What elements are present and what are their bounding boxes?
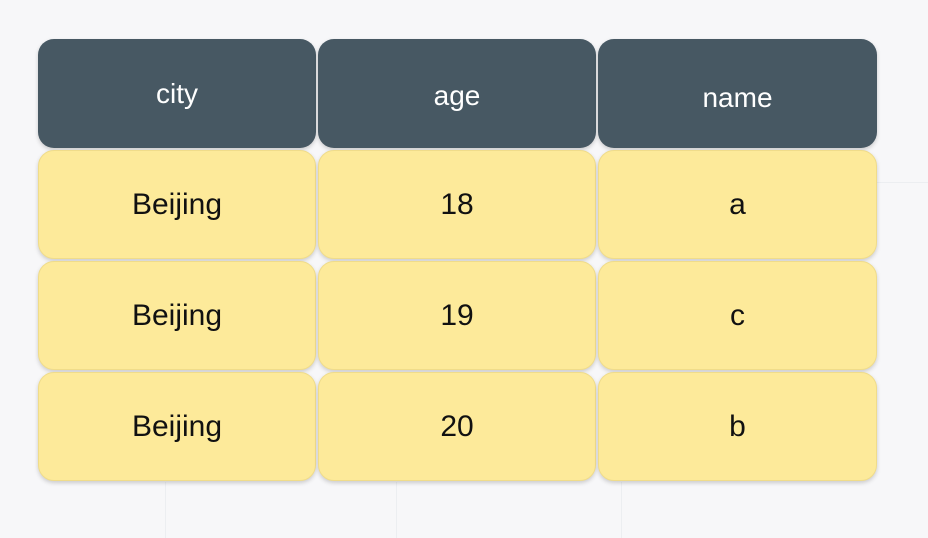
table-cell-name[interactable]: a — [598, 150, 877, 259]
table-cell-name[interactable]: b — [598, 372, 877, 481]
column-header-age[interactable]: age — [318, 39, 596, 148]
grid-line — [396, 482, 397, 538]
column-header-city[interactable]: city — [38, 39, 316, 148]
table-cell-name[interactable]: c — [598, 261, 877, 370]
table-cell-city[interactable]: Beijing — [38, 372, 316, 481]
table-cell-city[interactable]: Beijing — [38, 261, 316, 370]
grid-line — [621, 482, 622, 538]
data-table: city age name Beijing 18 a Beijing 19 c … — [38, 39, 877, 481]
table-cell-age[interactable]: 19 — [318, 261, 596, 370]
grid-line — [165, 482, 166, 538]
table-cell-age[interactable]: 18 — [318, 150, 596, 259]
table-cell-age[interactable]: 20 — [318, 372, 596, 481]
column-header-name[interactable]: name — [598, 39, 877, 148]
table-cell-city[interactable]: Beijing — [38, 150, 316, 259]
